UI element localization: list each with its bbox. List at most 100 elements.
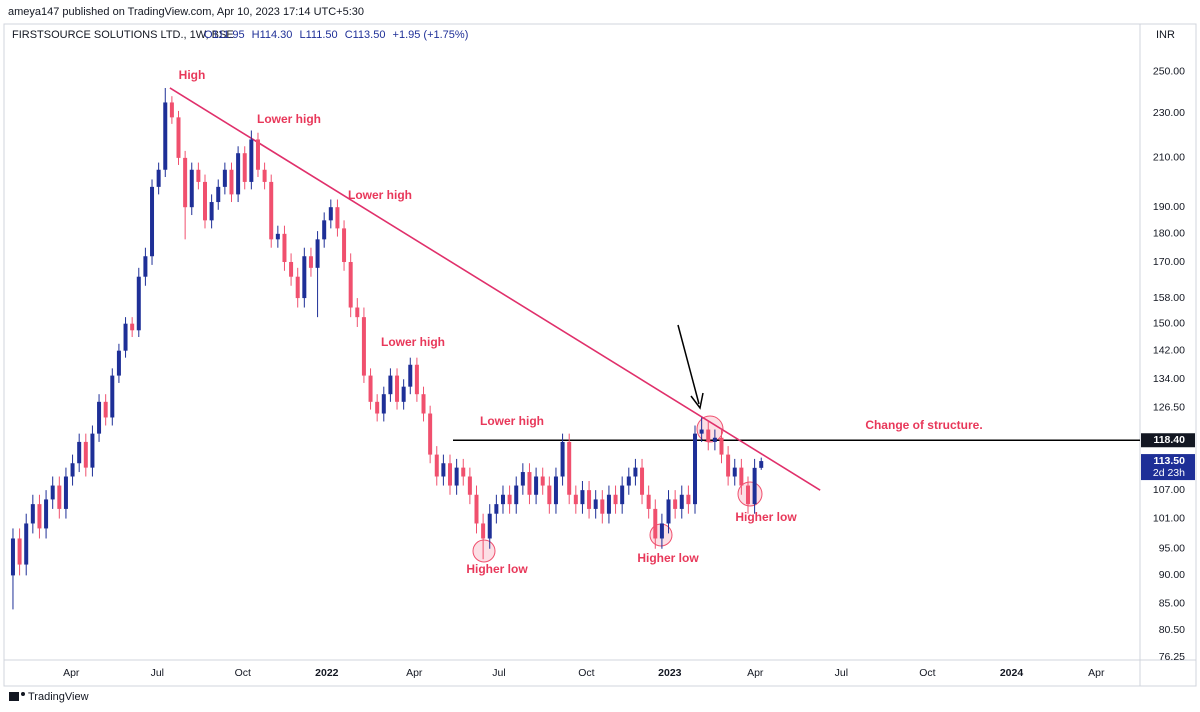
quote-change: +1.95 (+1.75%) xyxy=(393,29,469,41)
markup-highlights xyxy=(472,324,763,563)
candle-body xyxy=(295,276,300,299)
candle-body xyxy=(249,139,254,182)
candle-body xyxy=(428,413,433,455)
candle-body xyxy=(481,523,486,539)
annotation: Higher low xyxy=(735,510,797,524)
y-tick-label: 101.00 xyxy=(1153,512,1185,524)
y-tick-label: 107.00 xyxy=(1153,484,1185,496)
y-tick-label: 190.00 xyxy=(1153,201,1185,213)
candle-body xyxy=(540,476,545,486)
candle-body xyxy=(209,202,214,221)
candle-body xyxy=(37,504,42,529)
candle-body xyxy=(176,117,181,158)
candle-body xyxy=(236,153,241,195)
highlight-circle xyxy=(472,539,496,563)
candle-body xyxy=(613,494,618,505)
candle-body xyxy=(414,364,419,395)
candle-body xyxy=(163,102,168,170)
candle-body xyxy=(547,485,552,505)
candle-body xyxy=(719,437,724,455)
candle-body xyxy=(646,494,651,509)
candle-body xyxy=(222,169,227,187)
quote: O111.95 H114.30 L111.50 C113.50 +1.95 (+… xyxy=(204,29,468,41)
candle-body xyxy=(229,169,234,195)
candle-body xyxy=(116,350,121,376)
y-tick-label: 142.00 xyxy=(1153,344,1185,356)
annotation: Lower high xyxy=(381,335,445,349)
candle-body xyxy=(752,467,757,505)
candle-body xyxy=(600,499,605,514)
candle-body xyxy=(308,256,313,268)
arrow-shaft xyxy=(677,324,700,405)
candle-body xyxy=(289,262,294,277)
annotation: Change of structure. xyxy=(865,418,982,432)
annotation: Higher low xyxy=(637,551,699,565)
brand: TradingView xyxy=(9,691,89,703)
candle-body xyxy=(269,181,274,240)
candle-body xyxy=(150,186,155,257)
candle-body xyxy=(77,441,82,464)
candle-body xyxy=(454,467,459,486)
candle-body xyxy=(553,476,558,505)
candle-body xyxy=(17,538,22,565)
candle-body xyxy=(97,401,102,434)
candle-body xyxy=(302,256,307,299)
candle-body xyxy=(534,476,539,495)
candle-body xyxy=(136,276,141,331)
candle-body xyxy=(90,433,95,468)
candle-body xyxy=(196,169,201,182)
candle-body xyxy=(130,323,135,331)
candle-body xyxy=(262,169,267,182)
candle-body xyxy=(474,494,479,524)
candle-body xyxy=(587,490,592,509)
candle-body xyxy=(24,523,29,565)
y-tick-label: 76.25 xyxy=(1159,651,1185,663)
candle-body xyxy=(83,441,88,468)
y-tick-label: 170.00 xyxy=(1153,256,1185,268)
candle-body xyxy=(70,463,75,477)
candle-body xyxy=(487,513,492,539)
y-tick-label: 210.00 xyxy=(1153,152,1185,164)
candle-body xyxy=(216,186,221,203)
x-tick-label: Oct xyxy=(235,667,251,679)
price-label: 118.40 xyxy=(1153,434,1185,446)
candle-body xyxy=(395,375,400,402)
y-tick-label: 250.00 xyxy=(1153,66,1185,78)
chart-frame xyxy=(3,23,1197,687)
candle-body xyxy=(156,169,161,187)
candle-body xyxy=(593,499,598,509)
published-line: ameya147 published on TradingView.com, A… xyxy=(8,6,364,18)
quote-close: C113.50 xyxy=(345,29,386,41)
candle-body xyxy=(10,538,15,576)
candle-body xyxy=(57,485,62,509)
candle-body xyxy=(242,153,247,182)
y-tick-label: 90.00 xyxy=(1159,569,1185,581)
price-countdown: 2d 23h xyxy=(1153,467,1185,479)
candle-body xyxy=(421,394,426,414)
candle-body xyxy=(732,467,737,477)
candle-body xyxy=(434,454,439,477)
candle-body xyxy=(494,504,499,514)
candle-body xyxy=(739,467,744,486)
candle-body xyxy=(255,139,260,170)
candle-body xyxy=(500,494,505,505)
candle-body xyxy=(388,375,393,395)
annotation: Lower high xyxy=(348,188,412,202)
candle-body xyxy=(514,485,519,505)
candle-body xyxy=(448,463,453,486)
x-tick-label: Apr xyxy=(1088,667,1105,679)
x-tick-label: 2024 xyxy=(1000,667,1024,679)
candle-body xyxy=(110,375,115,418)
candle-body xyxy=(527,472,532,495)
candle-body xyxy=(30,504,35,524)
x-tick-label: Oct xyxy=(919,667,935,679)
candle-body xyxy=(183,157,188,208)
candle-body xyxy=(342,228,347,263)
candle-body xyxy=(626,476,631,486)
annotation: Lower high xyxy=(257,112,321,126)
price-label-box xyxy=(1141,433,1195,448)
candle-body xyxy=(745,485,750,505)
candle-body xyxy=(282,233,287,263)
y-tick-label: 126.50 xyxy=(1153,401,1185,413)
candle-body xyxy=(726,454,731,477)
